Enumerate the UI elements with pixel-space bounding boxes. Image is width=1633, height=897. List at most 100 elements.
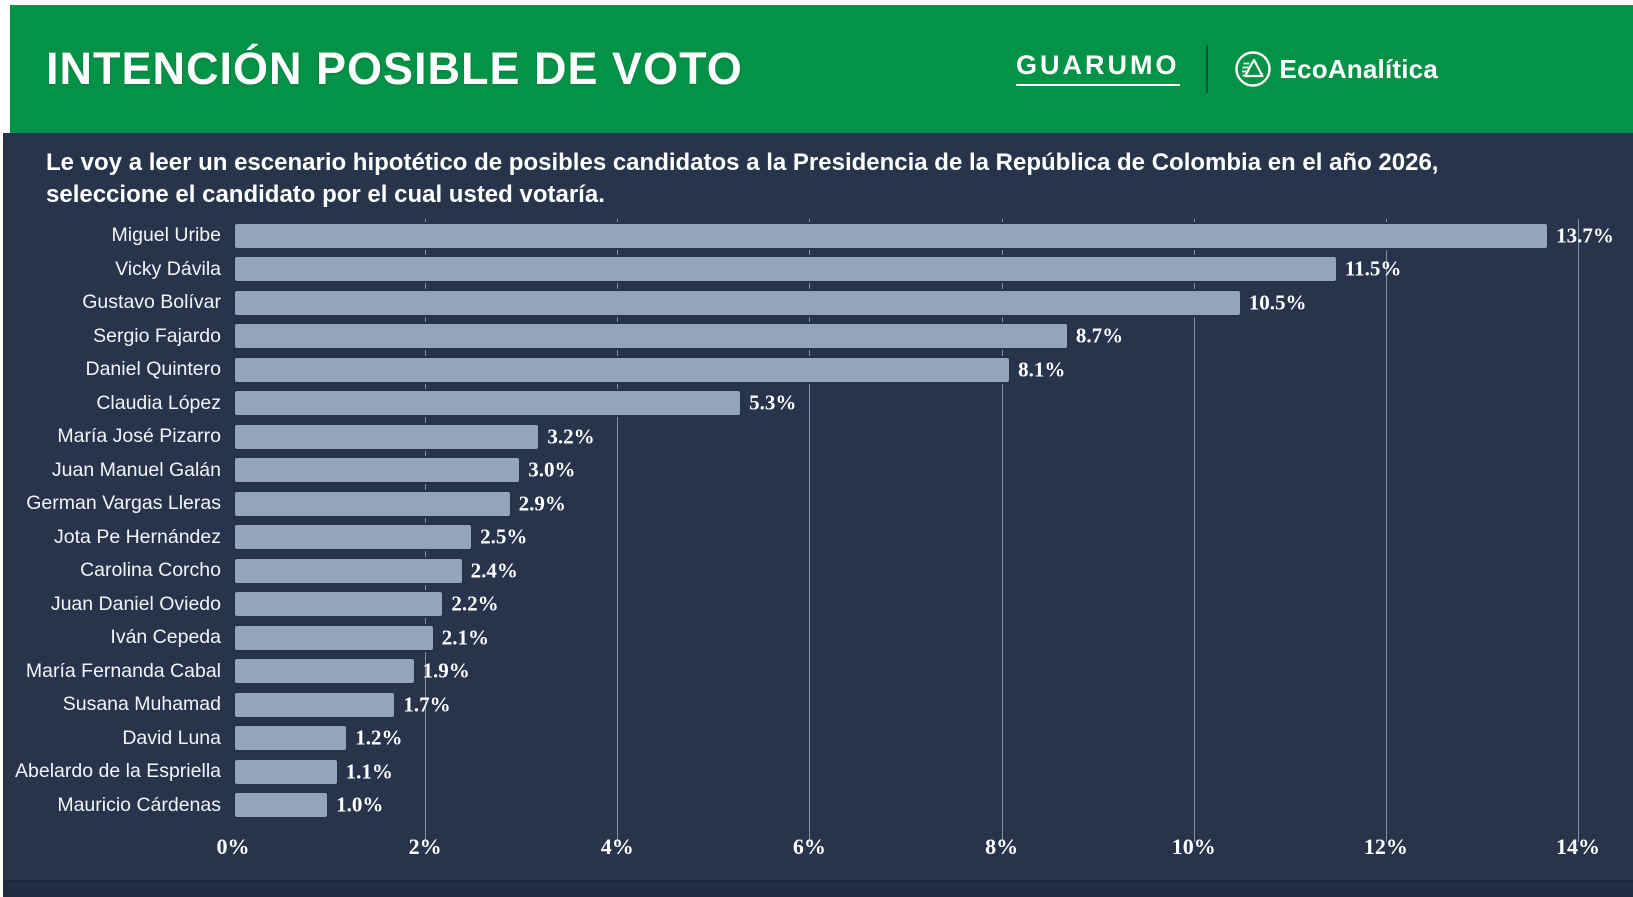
- bar-row: María Fernanda Cabal 1.9%: [3, 654, 1633, 688]
- bar: 2.2%: [233, 590, 499, 619]
- category-label: María Fernanda Cabal: [25, 659, 221, 682]
- value-label: 2.9%: [518, 491, 566, 516]
- bar-row: Carolina Corcho 2.4%: [3, 554, 1633, 588]
- survey-question-line1: Le voy a leer un escenario hipotético de…: [46, 149, 1439, 176]
- bar-row: David Luna 1.2%: [3, 721, 1633, 755]
- x-axis: 0% 2% 4% 6% 8% 10% 12% 14%: [217, 822, 1601, 868]
- category-label: Claudia López: [96, 391, 221, 414]
- chart-panel: Le voy a leer un escenario hipotético de…: [3, 133, 1633, 897]
- value-label: 3.2%: [547, 424, 595, 449]
- category-label: Mauricio Cárdenas: [57, 793, 221, 816]
- bar: 2.5%: [233, 523, 527, 552]
- value-label: 5.3%: [749, 390, 797, 415]
- x-tick-label: 4%: [600, 833, 634, 859]
- value-label: 1.7%: [403, 692, 451, 717]
- bar-row: German Vargas Lleras 2.9%: [3, 487, 1633, 521]
- bar-row: Mauricio Cárdenas 1.0%: [3, 788, 1633, 822]
- bar-track: 3.2%: [233, 420, 1578, 454]
- bar-row: Susana Muhamad 1.7%: [3, 688, 1633, 722]
- bar-track: 1.7%: [233, 688, 1578, 722]
- category-label: Carolina Corcho: [80, 559, 221, 582]
- category-label: Miguel Uribe: [111, 224, 221, 247]
- bar: 3.0%: [233, 456, 575, 485]
- footer-strip: [3, 880, 1633, 897]
- bar-track: 5.3%: [233, 386, 1578, 420]
- bar-row: Sergio Fajardo 8.7%: [3, 319, 1633, 353]
- bar: 5.3%: [233, 389, 796, 418]
- category-label: David Luna: [122, 726, 221, 749]
- ecoanalitica-icon: [1234, 50, 1272, 88]
- value-label: 2.5%: [480, 524, 528, 549]
- x-tick-label: 2%: [408, 833, 442, 859]
- bar: 2.9%: [233, 489, 566, 518]
- survey-question: Le voy a leer un escenario hipotético de…: [46, 147, 1593, 212]
- category-label: Susana Muhamad: [62, 693, 221, 716]
- bar-track: 1.0%: [233, 788, 1578, 822]
- logo-group: GUARUMO EcoAnalítica: [1016, 45, 1438, 93]
- bar-chart: Miguel Uribe 13.7% Vicky Dávila 11.5% Gustav…: [3, 218, 1633, 868]
- category-label: María José Pizarro: [57, 425, 221, 448]
- x-tick-label: 0%: [216, 833, 250, 859]
- bar-row: Miguel Uribe 13.7%: [3, 219, 1633, 253]
- x-tick-label: 14%: [1556, 833, 1600, 859]
- bar-track: 2.2%: [233, 587, 1578, 621]
- bar: 1.9%: [233, 657, 470, 686]
- category-label: Sergio Fajardo: [93, 324, 221, 347]
- category-label: Jota Pe Hernández: [54, 525, 221, 548]
- bar-track: 2.5%: [233, 520, 1578, 554]
- bar-row: Gustavo Bolívar 10.5%: [3, 286, 1633, 320]
- logo-divider: [1205, 45, 1208, 93]
- bar-row: María José Pizarro 3.2%: [3, 420, 1633, 454]
- bar: 10.5%: [233, 288, 1307, 317]
- bar-row: Daniel Quintero 8.1%: [3, 353, 1633, 387]
- value-label: 8.1%: [1018, 357, 1066, 382]
- bar: 11.5%: [233, 255, 1401, 284]
- value-label: 11.5%: [1344, 256, 1402, 281]
- value-label: 2.2%: [451, 591, 499, 616]
- bar-row: Claudia López 5.3%: [3, 386, 1633, 420]
- bar-track: 1.2%: [233, 721, 1578, 755]
- bar: 13.7%: [233, 221, 1614, 250]
- guarumo-logo: GUARUMO: [1016, 52, 1180, 86]
- bar-track: 2.9%: [233, 487, 1578, 521]
- bar-track: 8.7%: [233, 319, 1578, 353]
- bar-track: 1.1%: [233, 755, 1578, 789]
- bar: 1.0%: [233, 791, 383, 820]
- bar-row: Abelardo de la Espriella 1.1%: [3, 755, 1633, 789]
- header: INTENCIÓN POSIBLE DE VOTO GUARUMO EcoAna…: [10, 5, 1633, 133]
- category-label: Daniel Quintero: [85, 358, 222, 381]
- category-label: Abelardo de la Espriella: [15, 760, 221, 783]
- bar-row: Jota Pe Hernández 2.5%: [3, 520, 1633, 554]
- bar: 1.7%: [233, 690, 451, 719]
- value-label: 1.2%: [355, 725, 403, 750]
- value-label: 2.4%: [470, 558, 518, 583]
- x-tick-label: 8%: [985, 833, 1019, 859]
- category-label: German Vargas Lleras: [26, 492, 221, 515]
- category-label: Iván Cepeda: [110, 626, 221, 649]
- bar-rows: Miguel Uribe 13.7% Vicky Dávila 11.5% Gustav…: [3, 219, 1633, 822]
- bar-row: Vicky Dávila 11.5%: [3, 252, 1633, 286]
- value-label: 10.5%: [1248, 290, 1307, 315]
- bar-row: Juan Daniel Oviedo 2.2%: [3, 587, 1633, 621]
- x-tick-label: 10%: [1171, 833, 1216, 859]
- value-label: 1.0%: [336, 792, 384, 817]
- category-label: Juan Daniel Oviedo: [50, 592, 221, 615]
- bar-track: 1.9%: [233, 654, 1578, 688]
- category-label: Juan Manuel Galán: [51, 458, 221, 481]
- bar: 2.4%: [233, 556, 518, 585]
- bar-track: 11.5%: [233, 252, 1578, 286]
- ecoanalitica-logo: EcoAnalítica: [1234, 50, 1438, 88]
- category-label: Gustavo Bolívar: [82, 291, 221, 314]
- value-label: 13.7%: [1556, 223, 1614, 248]
- page-title: INTENCIÓN POSIBLE DE VOTO: [46, 43, 743, 94]
- bar-row: Juan Manuel Galán 3.0%: [3, 453, 1633, 487]
- bar-row: Iván Cepeda 2.1%: [3, 621, 1633, 655]
- bar-track: 2.1%: [233, 621, 1578, 655]
- value-label: 1.1%: [345, 759, 393, 784]
- value-label: 8.7%: [1075, 323, 1124, 348]
- bar: 8.7%: [233, 322, 1123, 351]
- bar-track: 8.1%: [233, 353, 1578, 387]
- value-label: 1.9%: [422, 658, 470, 683]
- bar: 8.1%: [233, 355, 1065, 384]
